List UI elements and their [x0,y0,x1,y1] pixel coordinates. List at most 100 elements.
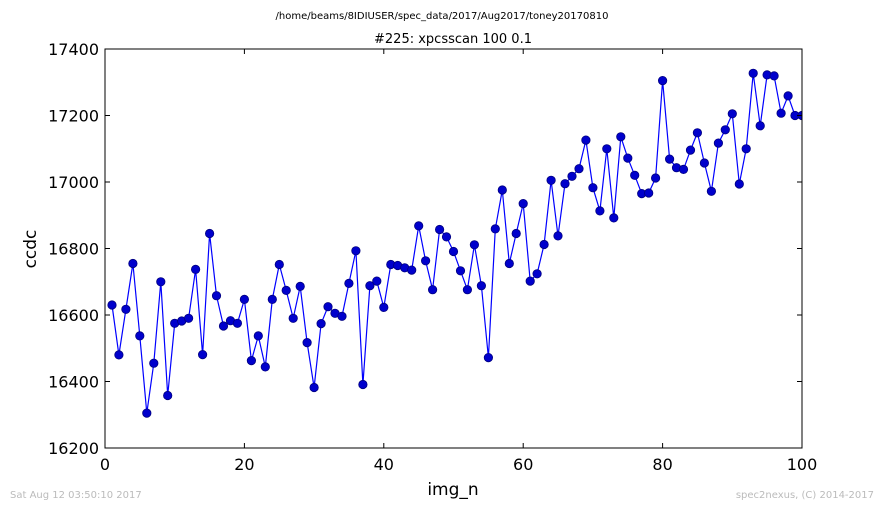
data-point [602,144,612,154]
plot-area [107,68,802,418]
data-point [490,224,500,234]
data-point [316,318,326,329]
data-point [309,382,319,393]
data-point [288,313,298,323]
data-point [630,170,640,180]
data-point [295,281,305,291]
data-point [156,277,166,287]
data-point [184,313,194,323]
data-point [692,128,703,138]
data-point [149,358,159,368]
data-point [205,228,215,239]
data-point [469,240,479,250]
data-point [532,269,542,279]
y-tick-label: 17000 [48,173,99,192]
x-tick-label: 100 [787,455,818,474]
data-point [623,153,633,163]
data-point [414,221,424,231]
data-point [107,300,117,310]
data-point [518,199,528,209]
data-point [455,266,466,276]
data-point [483,352,493,363]
y-axis: 16200 16400 16600 16800 17000 17200 17400 [48,40,802,458]
data-point [379,302,389,312]
series-line [111,73,802,414]
data-point [748,68,758,78]
data-point [581,135,591,145]
data-point [448,246,459,257]
data-point [588,183,598,193]
x-axis-label: img_n [427,480,478,500]
data-point [650,173,661,183]
data-point [427,285,438,295]
data-point [351,246,361,256]
data-point [232,318,242,328]
x-axis: 0 20 40 60 80 100 [100,49,817,474]
x-tick-label: 80 [652,455,672,474]
data-point [211,291,222,301]
data-point [546,175,556,185]
series-group [107,68,802,418]
data-point [191,264,201,274]
data-point [741,144,751,154]
data-point [281,285,291,295]
data-point [476,281,486,291]
data-point [163,390,173,401]
data-point [678,164,689,174]
data-point [595,206,605,216]
data-point [128,258,138,269]
data-point [574,164,584,174]
data-point [239,294,249,304]
data-point [218,321,229,331]
data-point [727,109,737,119]
data-point [135,331,145,341]
data-point [198,349,208,360]
data-point [434,224,445,235]
data-point [420,256,431,266]
data-point [274,259,284,270]
data-point [755,121,765,131]
x-tick-label: 40 [374,455,394,474]
data-point [114,350,124,360]
y-axis-label: ccdc [21,230,41,269]
y-tick-label: 16800 [48,240,99,259]
data-point [497,185,507,195]
data-point [783,91,793,101]
data-point [253,331,263,341]
x-tick-label: 0 [100,455,110,474]
data-point [616,132,626,142]
data-point [706,186,717,196]
data-point [407,265,417,275]
y-tick-label: 16600 [48,306,99,325]
data-point [713,138,724,148]
data-point [685,145,696,155]
data-point [365,281,375,291]
x-tick-label: 20 [234,455,254,474]
data-point [267,294,277,304]
data-point [720,125,730,135]
chart-title: #225: xpcsscan 100 0.1 [374,32,532,47]
y-tick-label: 17200 [48,107,99,126]
data-point [567,171,577,181]
y-tick-label: 17400 [48,40,99,59]
data-point [462,285,472,295]
data-point [337,311,347,321]
data-point [121,304,131,314]
figure-suptitle: /home/beams/8IDIUSER/spec_data/2017/Aug2… [276,11,609,22]
footer-credit: spec2nexus, (C) 2014-2017 [736,490,874,501]
data-point [699,158,710,168]
data-point [260,362,270,372]
data-point [504,258,514,269]
y-tick-label: 16200 [48,439,99,458]
data-point [372,276,382,286]
footer-timestamp: Sat Aug 12 03:50:10 2017 [10,490,142,501]
data-point [560,179,570,189]
data-point [441,232,452,242]
data-point [553,231,563,241]
data-point [302,337,312,348]
y-tick-label: 16400 [48,373,99,392]
data-point [657,76,668,86]
data-point [246,355,256,366]
data-point [525,276,535,286]
